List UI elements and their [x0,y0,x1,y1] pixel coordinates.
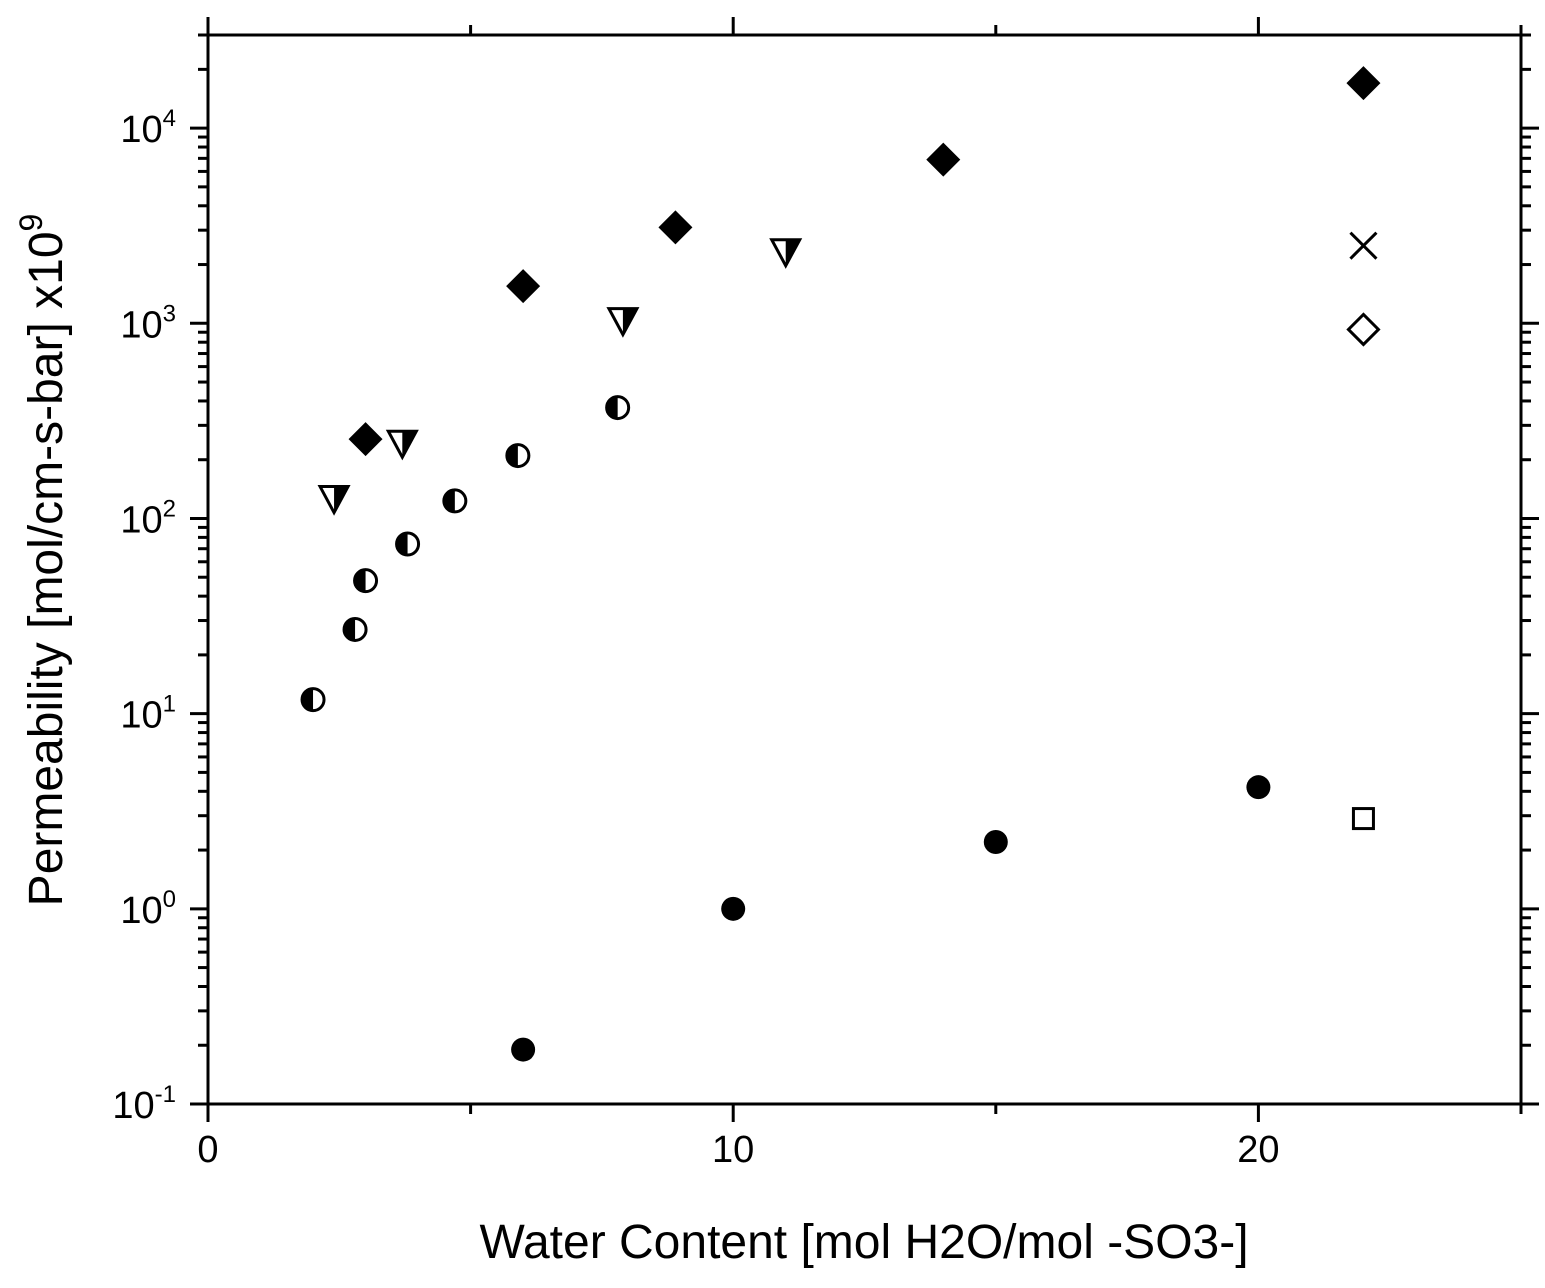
filled-circle-marker [721,896,746,921]
y-tick-label: 103 [120,300,176,346]
y-tick-base: 10 [120,695,162,737]
filled-diamond-marker [506,269,541,304]
diamond-shape [1346,66,1381,101]
half-filled-down-triangle-marker [385,429,419,461]
y-tick-exponent: -1 [155,1081,176,1108]
cross-stroke-b [1349,231,1378,260]
half-filled-circle-marker [442,488,468,514]
diamond-shape [658,210,693,245]
y-tick-label: 104 [120,105,176,151]
half-filled-circle-marker [300,687,326,713]
filled-diamond-marker [348,422,383,457]
y-tick-label: 101 [120,691,176,737]
half-filled-circle-marker [395,531,421,557]
y-axis-title-exponent: 9 [13,214,49,232]
circle-shape [511,1037,536,1062]
y-tick-exponent: 3 [163,300,176,327]
circle-outline [342,616,368,642]
circle-shape [721,896,746,921]
y-tick-base: 10 [120,109,162,151]
axis-ticks [190,17,1539,1122]
half-filled-down-triangle-marker [606,307,640,338]
circle-outline [442,488,468,514]
y-axis-title-main: Permeability [mol/cm-s-bar] x10 [20,231,73,906]
circle-outline [605,395,631,421]
circle-shape [983,829,1008,854]
y-tick-exponent: 2 [163,495,176,522]
y-tick-exponent: 0 [163,886,176,913]
filled-diamond-marker [1346,66,1381,101]
filled-diamond-marker [926,142,961,177]
open-square-marker [1351,807,1375,831]
diamond-shape [506,269,541,304]
y-tick-label: 10-1 [112,1081,176,1127]
circle-shape [1246,775,1271,800]
triangle-outline [769,238,803,269]
filled-circle-marker [511,1037,536,1062]
x-cross-marker [1349,231,1378,260]
half-filled-circle-marker [342,616,368,642]
data-points [300,66,1381,1062]
triangle-outline [385,429,419,461]
circle-outline [300,687,326,713]
y-tick-label: 102 [120,495,176,541]
filled-circle-marker [1246,775,1271,800]
diamond-shape [1346,312,1381,347]
open-diamond-marker [1346,312,1381,347]
x-axis-title: Water Content [mol H2O/mol -SO3-] [479,1216,1248,1269]
half-filled-circle-marker [505,443,531,469]
x-tick-label: 10 [712,1129,754,1171]
half-filled-down-triangle-marker [769,238,803,269]
circle-outline [505,443,531,469]
half-filled-circle-marker [605,395,631,421]
half-filled-circle-marker [353,568,379,594]
half-filled-down-triangle-marker [317,485,351,516]
filled-diamond-marker [658,210,693,245]
y-tick-exponent: 4 [163,105,176,132]
x-tick-label: 0 [197,1129,218,1171]
diamond-shape [348,422,383,457]
diamond-shape [926,142,961,177]
y-tick-base: 10 [112,1085,154,1127]
plot-frame [206,33,1523,1106]
triangle-outline [317,485,351,516]
x-tick-label: 20 [1237,1129,1279,1171]
y-tick-label: 100 [120,886,176,932]
circle-outline [395,531,421,557]
y-tick-base: 10 [120,499,162,541]
circle-outline [353,568,379,594]
y-axis-title: Permeability [mol/cm-s-bar] x109 [13,214,73,907]
y-tick-exponent: 1 [163,691,176,718]
triangle-outline [606,307,640,338]
filled-circle-marker [983,829,1008,854]
y-tick-base: 10 [120,304,162,346]
square-shape [1351,807,1375,831]
y-tick-base: 10 [120,890,162,932]
